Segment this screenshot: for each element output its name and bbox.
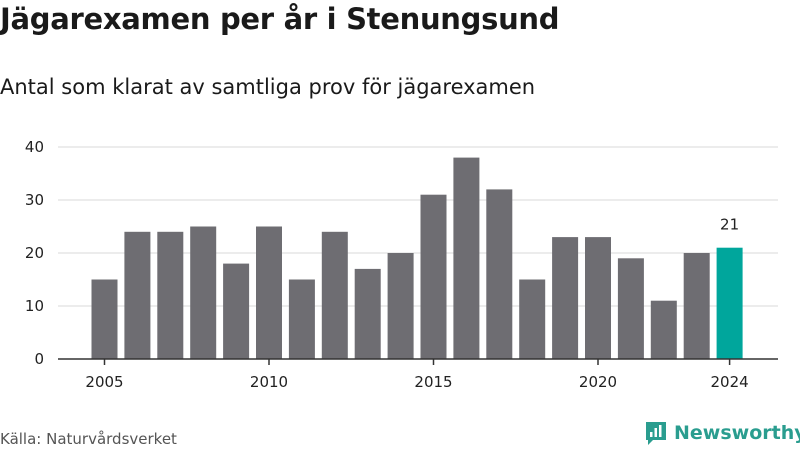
bar [585, 237, 611, 359]
bar [420, 194, 447, 359]
bar [354, 268, 381, 359]
bar [453, 157, 480, 359]
bar [387, 253, 414, 359]
bar [716, 247, 743, 359]
source-note: Källa: Naturvårdsverket [0, 430, 177, 448]
chart-subtitle: Antal som klarat av samtliga prov för jä… [0, 75, 536, 99]
y-tick-label: 20 [25, 244, 44, 262]
bar [157, 231, 184, 359]
bar [552, 237, 579, 359]
bar [223, 263, 250, 359]
bar [288, 279, 315, 359]
brand-name: Newsworthy [674, 422, 800, 444]
bar [124, 231, 151, 359]
brand-logo: Newsworthy [644, 420, 800, 446]
bar [256, 226, 282, 359]
bar [486, 189, 513, 359]
bar [617, 258, 644, 359]
x-tick-label: 2010 [250, 373, 288, 391]
data-label: 21 [720, 216, 739, 234]
x-tick-label: 2024 [711, 373, 749, 391]
chart-title: Jägarexamen per år i Stenungsund [0, 2, 560, 36]
bar [519, 279, 546, 359]
newsworthy-logo-icon [646, 422, 666, 445]
bar [91, 279, 118, 359]
y-tick-label: 10 [25, 297, 44, 315]
x-tick-label: 2015 [414, 373, 452, 391]
x-tick-label: 2020 [579, 373, 617, 391]
bar [190, 226, 217, 359]
x-tick-label: 2005 [85, 373, 123, 391]
bar [650, 300, 677, 359]
y-tick-label: 0 [34, 350, 44, 368]
bar [683, 253, 710, 359]
y-tick-label: 30 [25, 191, 44, 209]
bar [321, 231, 348, 359]
y-tick-label: 40 [25, 138, 44, 156]
